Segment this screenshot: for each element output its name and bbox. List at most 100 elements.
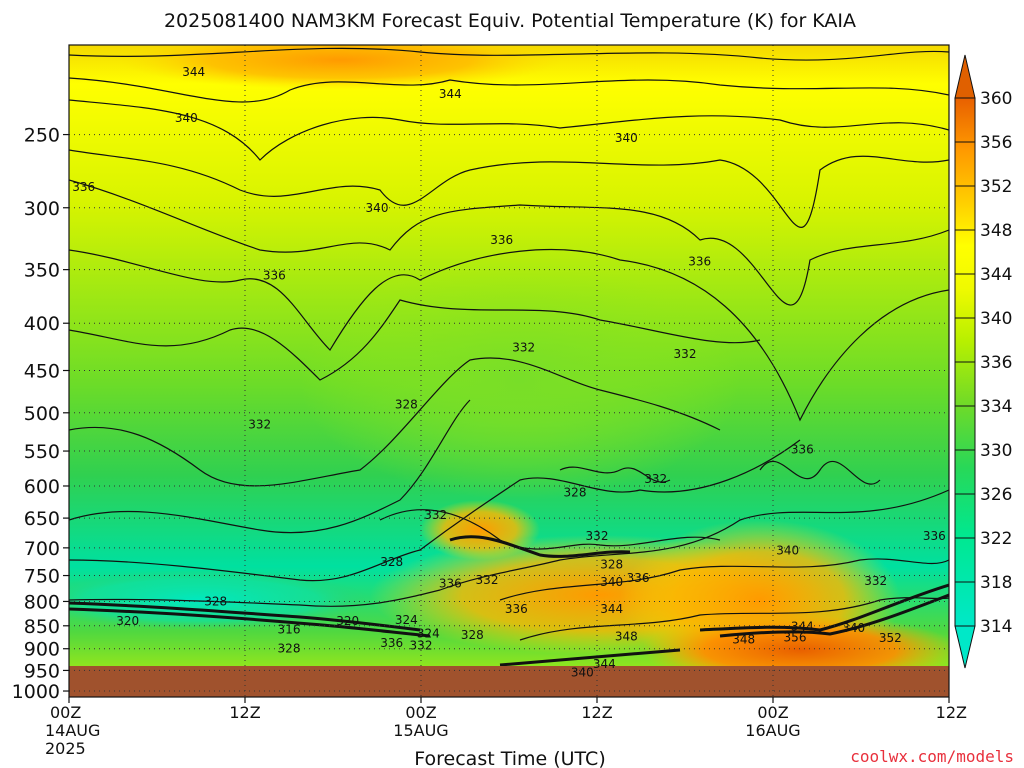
contour-line bbox=[69, 77, 949, 103]
contour-label: 348 bbox=[732, 633, 755, 647]
contour-label: 340 bbox=[366, 201, 389, 215]
frontal-bands bbox=[69, 535, 949, 667]
x-date-label: 14AUG bbox=[45, 721, 100, 740]
colorbar-tick-label: 356 bbox=[980, 133, 1012, 153]
contour-label: 356 bbox=[784, 630, 807, 644]
colorbar-min-arrow bbox=[954, 625, 976, 669]
x-date-label: 16AUG bbox=[745, 721, 800, 740]
contour-label: 344 bbox=[182, 65, 205, 79]
front-band bbox=[719, 593, 949, 638]
contour-label: 332 bbox=[674, 347, 697, 361]
x-tick-label: 00Z bbox=[50, 703, 81, 722]
contour-label: 340 bbox=[842, 621, 865, 635]
front-band bbox=[699, 583, 949, 632]
contour-line bbox=[69, 149, 949, 228]
contour-line bbox=[69, 99, 949, 161]
contour-line bbox=[69, 47, 949, 61]
x-date-label: 15AUG bbox=[393, 721, 448, 740]
contour-label: 336 bbox=[791, 443, 814, 457]
x-tick-label: 12Z bbox=[229, 703, 260, 722]
contour-label: 340 bbox=[615, 131, 638, 145]
contour-label: 316 bbox=[278, 623, 301, 637]
horizontal-gridlines bbox=[69, 134, 949, 692]
contour-label: 344 bbox=[593, 657, 616, 671]
y-tick-label: 400 bbox=[24, 313, 60, 335]
y-tick-label: 600 bbox=[24, 476, 60, 498]
credit-text: coolwx.com/models bbox=[850, 747, 1014, 766]
y-tick-label: 750 bbox=[24, 566, 60, 588]
contour-label: 332 bbox=[644, 472, 667, 486]
y-tick-label: 700 bbox=[24, 538, 60, 560]
colorbar: 314 318 322 326 330 334 336 340 344 348 352 356 360 bbox=[954, 54, 1012, 669]
colorbar-tick-label: 348 bbox=[980, 221, 1012, 241]
warm-anomaly bbox=[120, 45, 560, 90]
contour-line bbox=[69, 357, 721, 487]
contour-label: 340 bbox=[600, 575, 623, 589]
y-axis: 2503003504004505005506006507007508008509… bbox=[12, 125, 69, 703]
contour-label: 344 bbox=[439, 87, 462, 101]
y-tick-label: 800 bbox=[24, 591, 60, 613]
contour-label: 328 bbox=[564, 486, 587, 500]
colorbar-tick-label: 318 bbox=[980, 573, 1012, 593]
y-tick-label: 950 bbox=[24, 660, 60, 682]
contour-label: 332 bbox=[410, 639, 433, 653]
contour-label: 336 bbox=[490, 233, 513, 247]
contour-label: 332 bbox=[586, 529, 609, 543]
front-band bbox=[449, 535, 631, 558]
contour-label: 320 bbox=[116, 614, 139, 628]
front-band bbox=[499, 648, 681, 667]
contour-label: 336 bbox=[439, 576, 462, 590]
contour-label: 332 bbox=[248, 418, 271, 432]
x-date-label: 2025 bbox=[45, 739, 86, 758]
contour-label: 352 bbox=[879, 631, 902, 645]
contour-label: 328 bbox=[461, 628, 484, 642]
colorbar-tick-label: 334 bbox=[980, 397, 1012, 417]
y-tick-label: 300 bbox=[24, 198, 60, 220]
x-axis-label: Forecast Time (UTC) bbox=[414, 748, 605, 768]
x-tick-label: 00Z bbox=[405, 703, 436, 722]
front-band bbox=[69, 607, 431, 638]
contour-label: 328 bbox=[600, 558, 623, 572]
contour-label: 336 bbox=[380, 636, 403, 650]
contour-line bbox=[69, 249, 949, 422]
colorbar-tick-label: 360 bbox=[980, 89, 1012, 109]
y-tick-label: 650 bbox=[24, 508, 60, 530]
contour-label: 332 bbox=[512, 341, 535, 355]
contour-label: 336 bbox=[923, 529, 946, 543]
y-tick-label: 1000 bbox=[12, 681, 60, 703]
contour-lines bbox=[69, 47, 949, 641]
contour-label: 328 bbox=[204, 594, 227, 608]
contour-label: 336 bbox=[505, 602, 528, 616]
contour-label: 320 bbox=[336, 614, 359, 628]
contour-line bbox=[759, 460, 881, 485]
vertical-gridlines bbox=[69, 45, 949, 697]
front-band bbox=[69, 601, 421, 632]
colorbar-tick-label: 314 bbox=[980, 617, 1012, 637]
below-ground bbox=[69, 666, 949, 697]
contour-line bbox=[69, 489, 949, 607]
chart-title: 2025081400 NAM3KM Forecast Equiv. Potent… bbox=[164, 10, 856, 32]
colorbar-tick-label: 352 bbox=[980, 177, 1012, 197]
contour-label: 332 bbox=[424, 508, 447, 522]
contour-label: 332 bbox=[476, 573, 499, 587]
x-tick-label: 00Z bbox=[757, 703, 788, 722]
y-tick-label: 550 bbox=[24, 441, 60, 463]
y-tick-label: 850 bbox=[24, 616, 60, 638]
contour-label: 348 bbox=[615, 630, 638, 644]
green-anomaly bbox=[300, 260, 740, 500]
contour-line bbox=[69, 179, 949, 306]
contour-line bbox=[69, 399, 471, 534]
contour-line bbox=[69, 299, 761, 381]
x-tick-label: 12Z bbox=[581, 703, 612, 722]
colorbar-ticks: 314 318 322 326 330 334 336 340 344 348 352 356 360 bbox=[955, 89, 1012, 637]
contour-line bbox=[69, 439, 801, 582]
colorbar-tick-label: 326 bbox=[980, 485, 1012, 505]
contour-label: 340 bbox=[571, 666, 594, 680]
y-tick-label: 250 bbox=[24, 125, 60, 147]
colorbar-tick-label: 330 bbox=[980, 441, 1012, 461]
colorbar-tick-label: 322 bbox=[980, 529, 1012, 549]
